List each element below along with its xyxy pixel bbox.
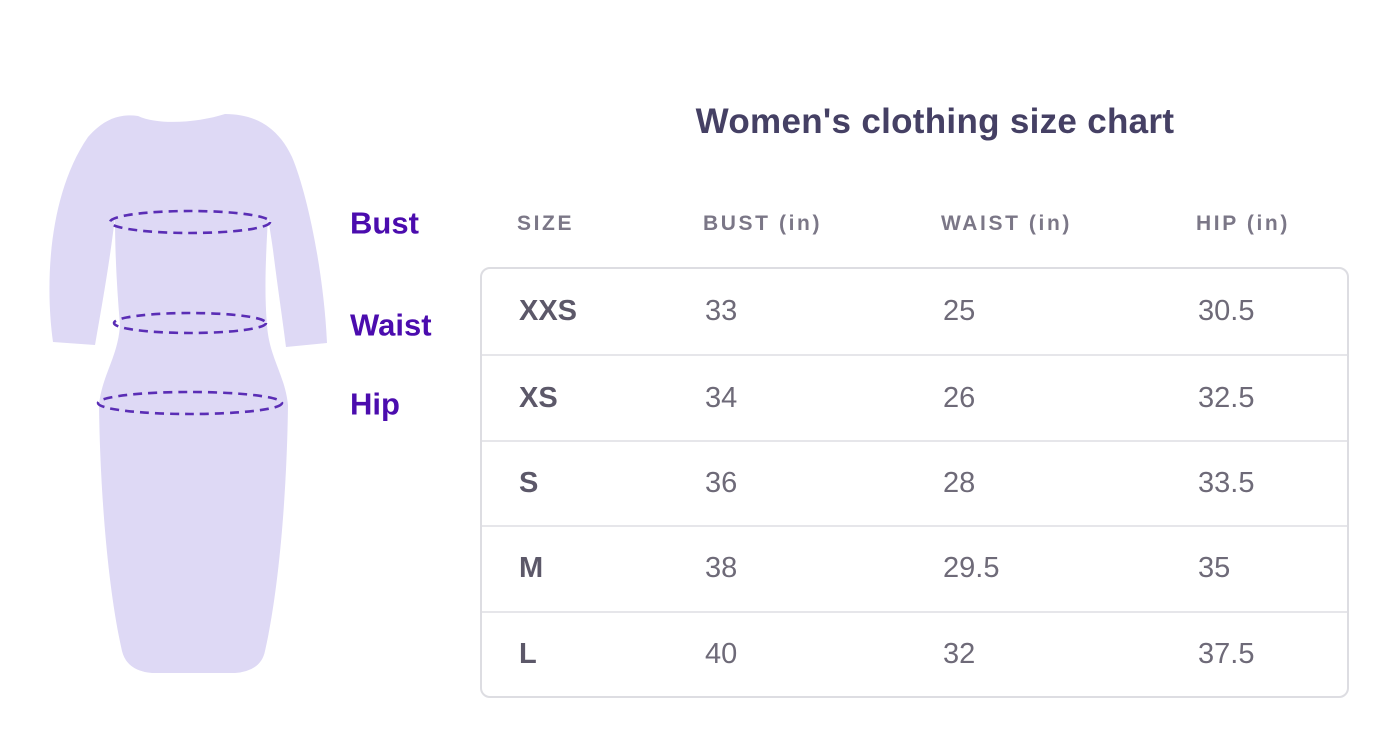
table-row: XXS 33 25 30.5 xyxy=(482,269,1347,354)
waist-cell: 26 xyxy=(943,381,976,414)
hip-cell: 37.5 xyxy=(1198,637,1255,670)
column-header-hip: HIP (in) xyxy=(1196,212,1290,235)
hip-measure-ellipse xyxy=(96,390,284,416)
waist-cell: 28 xyxy=(943,466,976,499)
bust-cell: 34 xyxy=(705,381,738,414)
bust-cell: 33 xyxy=(705,295,738,328)
hip-cell: 35 xyxy=(1198,552,1231,585)
bust-cell: 40 xyxy=(705,637,738,670)
table-row: L 40 32 37.5 xyxy=(482,610,1347,696)
waist-measure-ellipse xyxy=(112,311,268,335)
size-cell: XS xyxy=(519,381,558,414)
column-header-waist: WAIST (in) xyxy=(941,212,1072,235)
bust-cell: 36 xyxy=(705,466,738,499)
waist-label: Waist xyxy=(350,307,432,343)
bust-cell: 38 xyxy=(705,552,738,585)
dress-illustration xyxy=(49,114,327,673)
column-header-bust: BUST (in) xyxy=(703,212,823,235)
hip-label: Hip xyxy=(350,386,400,422)
hip-cell: 30.5 xyxy=(1198,295,1255,328)
table-row: S 36 28 33.5 xyxy=(482,439,1347,525)
table-row: XS 34 26 32.5 xyxy=(482,354,1347,439)
hip-cell: 32.5 xyxy=(1198,381,1255,414)
bust-measure-ellipse xyxy=(108,209,272,235)
waist-cell: 25 xyxy=(943,295,976,328)
table-row: M 38 29.5 35 xyxy=(482,525,1347,610)
column-header-size: SIZE xyxy=(517,212,575,235)
size-cell: M xyxy=(519,552,544,585)
table-header-row: SIZE BUST (in) WAIST (in) HIP (in) xyxy=(480,212,1349,236)
size-table: XXS 33 25 30.5 XS 34 26 32.5 S 36 28 33.… xyxy=(480,267,1349,698)
hip-cell: 33.5 xyxy=(1198,466,1255,499)
page-title: Women's clothing size chart xyxy=(695,102,1175,141)
bust-label: Bust xyxy=(350,205,419,241)
size-cell: S xyxy=(519,466,539,499)
size-cell: XXS xyxy=(519,295,578,328)
waist-cell: 32 xyxy=(943,637,976,670)
size-cell: L xyxy=(519,637,537,670)
waist-cell: 29.5 xyxy=(943,552,1000,585)
dress-silhouette-shape xyxy=(49,114,327,673)
